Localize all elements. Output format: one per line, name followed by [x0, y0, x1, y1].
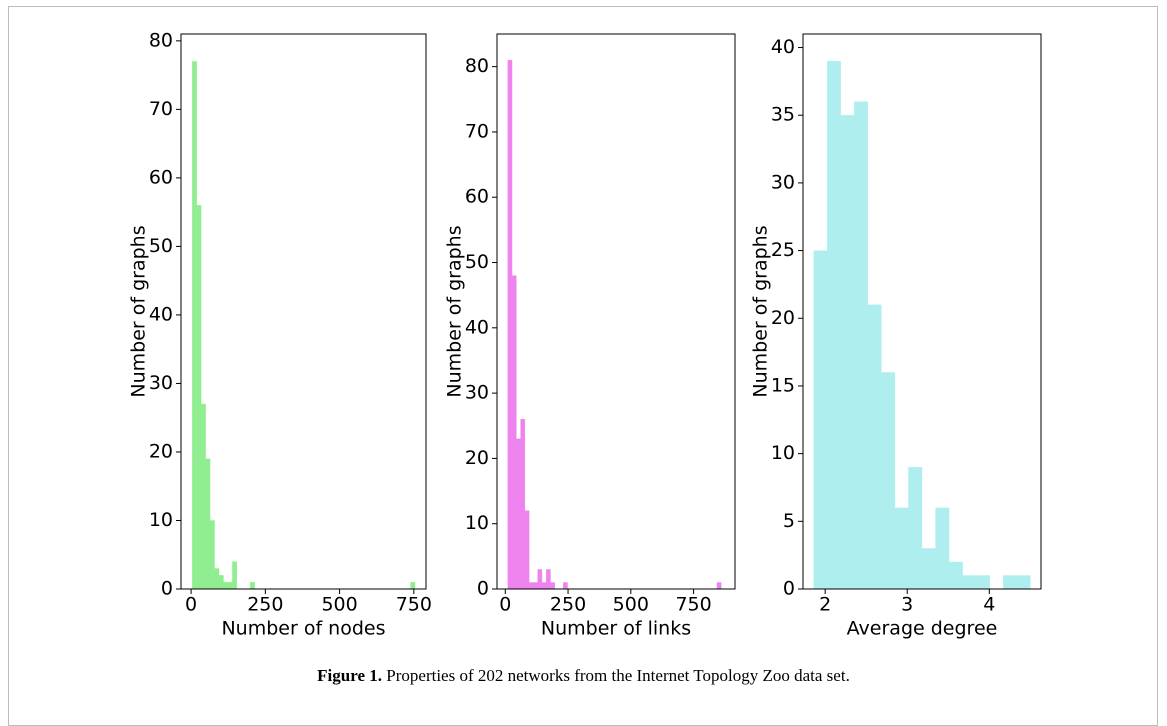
x-tick-label: 4 — [983, 594, 995, 616]
y-axis-label: Number of graphs — [444, 225, 466, 397]
x-tick-label: 2 — [819, 594, 831, 616]
y-tick-label: 80 — [465, 55, 489, 77]
bar — [545, 569, 551, 590]
bar — [214, 568, 220, 590]
bar — [507, 59, 513, 590]
bar — [854, 101, 869, 590]
bar — [511, 275, 517, 590]
bar — [948, 561, 963, 590]
y-tick-label: 30 — [465, 382, 489, 404]
bar — [209, 520, 215, 590]
y-tick-label: 5 — [783, 510, 795, 532]
bar — [218, 575, 224, 590]
bar — [249, 581, 255, 590]
bar — [232, 561, 238, 590]
bar — [813, 250, 828, 590]
y-axis-label: Number of graphs — [750, 225, 772, 397]
y-tick-label: 60 — [149, 166, 173, 188]
y-tick-label: 10 — [465, 512, 489, 534]
y-tick-label: 80 — [149, 29, 173, 51]
y-tick-label: 70 — [465, 120, 489, 142]
bar — [881, 372, 896, 590]
y-tick-label: 0 — [783, 578, 795, 600]
axes-frame — [496, 33, 736, 590]
y-tick-label: 50 — [465, 251, 489, 273]
bar — [410, 581, 416, 590]
x-tick-label: 250 — [550, 594, 586, 616]
bar — [894, 507, 909, 590]
axes-frame — [802, 33, 1042, 590]
y-tick-label: 25 — [771, 239, 795, 261]
bar — [867, 304, 882, 590]
x-tick-label: 500 — [321, 594, 357, 616]
bar — [205, 458, 211, 590]
caption: Figure 1. Properties of 202 networks fro… — [0, 666, 1167, 686]
bar — [826, 60, 842, 590]
bar — [550, 582, 555, 590]
x-axis-label: Average degree — [847, 618, 998, 640]
x-tick-label: 500 — [613, 594, 649, 616]
bar — [520, 418, 526, 590]
y-tick-label: 60 — [465, 186, 489, 208]
bar — [935, 507, 950, 590]
bar — [537, 569, 543, 590]
y-tick-label: 40 — [465, 316, 489, 338]
y-tick-label: 50 — [149, 235, 173, 257]
bar — [223, 581, 229, 590]
bar — [921, 548, 936, 590]
x-axis-label: Number of links — [541, 618, 691, 640]
x-tick-label: 750 — [396, 594, 432, 616]
bar — [840, 114, 855, 590]
y-tick-label: 35 — [771, 104, 795, 126]
bar — [563, 582, 568, 590]
bar — [200, 403, 206, 590]
y-tick-label: 20 — [771, 307, 795, 329]
y-tick-label: 40 — [771, 36, 795, 58]
axes-frame — [180, 33, 427, 590]
bar — [1016, 575, 1031, 590]
bar — [908, 466, 923, 590]
bar — [1002, 575, 1018, 590]
x-tick-label: 0 — [185, 594, 197, 616]
y-tick-label: 20 — [149, 440, 173, 462]
x-tick-label: 750 — [675, 594, 711, 616]
y-tick-label: 40 — [149, 303, 173, 325]
y-tick-label: 15 — [771, 374, 795, 396]
x-tick-label: 0 — [499, 594, 511, 616]
x-tick-label: 250 — [247, 594, 283, 616]
caption-label: Figure 1. — [317, 666, 383, 685]
bar — [516, 438, 521, 590]
y-tick-label: 20 — [465, 447, 489, 469]
caption-text: Properties of 202 networks from the Inte… — [386, 666, 850, 685]
y-tick-label: 10 — [149, 509, 173, 531]
bar — [528, 582, 534, 590]
y-tick-label: 0 — [161, 578, 173, 600]
y-tick-label: 30 — [771, 171, 795, 193]
bar — [227, 581, 233, 590]
bar — [716, 582, 722, 590]
y-tick-label: 0 — [477, 578, 489, 600]
bar — [533, 582, 538, 590]
bar — [962, 575, 977, 590]
x-axis-label: Number of nodes — [221, 618, 385, 640]
bar — [196, 205, 202, 590]
y-tick-label: 70 — [149, 98, 173, 120]
y-tick-label: 30 — [149, 372, 173, 394]
bar — [975, 575, 990, 590]
y-tick-label: 10 — [771, 442, 795, 464]
x-tick-label: 3 — [901, 594, 913, 616]
bar — [192, 61, 197, 590]
bar — [524, 510, 530, 590]
bar — [541, 582, 547, 590]
y-axis-label: Number of graphs — [128, 225, 150, 397]
